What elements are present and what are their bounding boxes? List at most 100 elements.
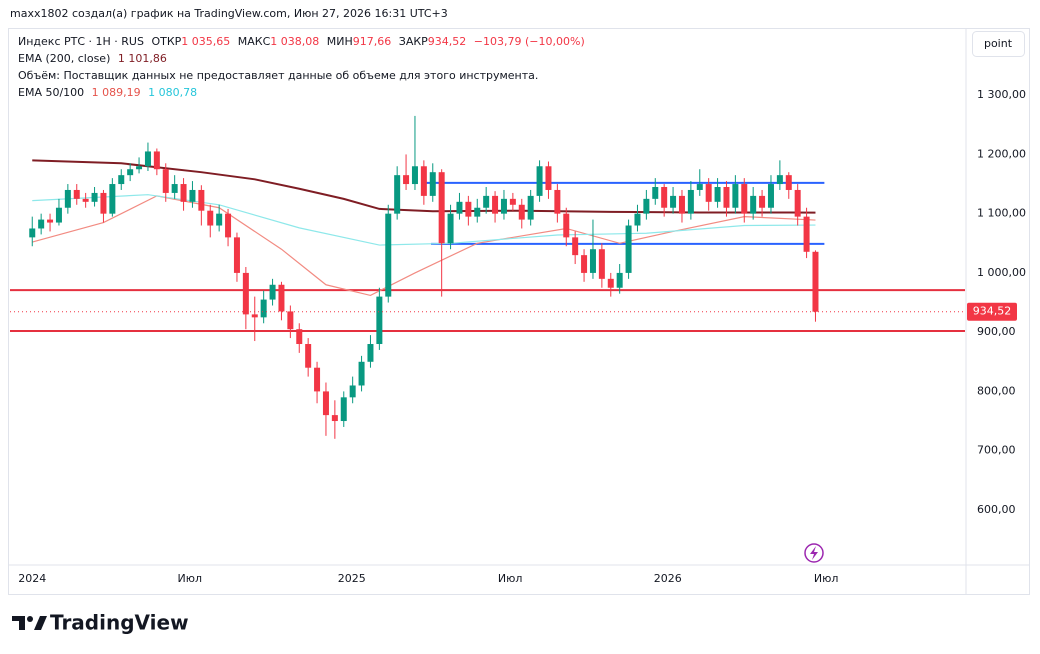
y-tick-label: 800,00: [977, 384, 1016, 397]
candle-body: [136, 166, 143, 170]
scale-button-label[interactable]: point: [984, 37, 1013, 50]
candle-body: [47, 219, 54, 223]
candle-body: [527, 195, 534, 220]
candle-body: [483, 195, 490, 208]
ohlc-value: 917,66: [353, 35, 392, 48]
candle-body: [652, 187, 659, 199]
candle-body: [73, 189, 80, 199]
candle-body: [767, 184, 774, 208]
candle-body: [82, 198, 89, 202]
candle-body: [367, 344, 374, 362]
x-tick-label: 2024: [18, 572, 46, 585]
ohlc-field: ОТКР: [151, 35, 181, 48]
candle-body: [411, 166, 418, 185]
candle-body: [492, 195, 499, 214]
candle-body: [438, 172, 445, 244]
alert-icon[interactable]: [804, 543, 824, 563]
candle-body: [563, 213, 570, 238]
legend-ema200: EMA (200, close) 1 101,86: [18, 52, 167, 65]
candle-body: [714, 187, 721, 202]
candle-body: [776, 175, 783, 185]
candle-body: [91, 192, 98, 202]
scale-button[interactable]: point: [972, 31, 1025, 57]
candle-body: [314, 367, 321, 392]
x-tick-label: Июл: [814, 572, 839, 585]
candle-body: [55, 207, 62, 223]
candle-body: [509, 198, 516, 205]
pane-border: [8, 28, 1030, 595]
candle-body: [127, 169, 134, 176]
candle-body: [456, 201, 463, 214]
candle-body: [287, 311, 294, 330]
indicator-value: 1 080,78: [148, 86, 197, 99]
candle-body: [678, 195, 685, 214]
candle-body: [331, 415, 338, 422]
brand-logo: TradingView: [12, 611, 189, 635]
alert-bolt[interactable]: [810, 546, 818, 560]
candle-body: [242, 272, 249, 315]
header: maxx1802 создал(а) график на TradingView…: [10, 7, 448, 20]
alert-circle[interactable]: [804, 543, 824, 563]
x-tick-label: Июл: [498, 572, 523, 585]
candle-body: [180, 184, 187, 202]
candle-body: [269, 284, 276, 300]
y-tick-label: 900,00: [977, 325, 1016, 338]
brand: TradingView: [50, 611, 189, 635]
candle-body: [545, 166, 552, 190]
volume-note: Объём: Поставщик данных не предоставляет…: [18, 69, 538, 82]
candle-body: [634, 213, 641, 226]
candle-body: [794, 189, 801, 217]
ohlc-value: 1 035,65: [181, 35, 230, 48]
last-price-box: [967, 302, 1017, 321]
ohlc-field: ЗАКР: [399, 35, 428, 48]
candle-body: [349, 385, 356, 398]
logo-dot: [27, 616, 33, 622]
candle-body: [189, 189, 196, 202]
y-tick-label: 1 000,00: [977, 266, 1026, 279]
candle-body: [661, 187, 668, 208]
x-tick-label: 2025: [338, 572, 366, 585]
candle-body: [536, 166, 543, 196]
candle-body: [465, 201, 472, 217]
candle-body: [225, 213, 232, 238]
candle-body: [118, 175, 125, 185]
candle-body: [447, 213, 454, 244]
candle-body: [696, 184, 703, 190]
ohlc-field: МИН: [327, 35, 353, 48]
candle-body: [162, 169, 169, 193]
candle-body: [233, 237, 240, 273]
candle-body: [198, 189, 205, 211]
y-tick-label: 700,00: [977, 444, 1016, 457]
candle-body: [732, 184, 739, 208]
candle-body: [759, 195, 766, 208]
candle-body: [207, 210, 214, 226]
candle-body: [322, 391, 329, 416]
candle-body: [385, 213, 392, 297]
change: −103,79 (−10,00%): [474, 35, 585, 48]
candle-body: [64, 189, 71, 208]
candle-body: [153, 151, 160, 170]
candle-body: [572, 237, 579, 256]
scale-button-box[interactable]: [972, 31, 1025, 57]
legend-ohlc: Индекс РТС · 1Н · RUS ОТКР1 035,65 МАКС1…: [18, 35, 585, 48]
candle-body: [518, 204, 525, 220]
candle-body: [723, 187, 730, 208]
candle-body: [394, 175, 401, 214]
candle-body: [670, 195, 677, 208]
candle-body: [589, 249, 596, 273]
y-tick-label: 1 200,00: [977, 147, 1026, 160]
candle-body: [687, 189, 694, 214]
candle-body: [100, 192, 107, 214]
candle-body: [109, 184, 116, 214]
logo-mark: [12, 616, 25, 630]
candle-body: [785, 175, 792, 190]
candle-body: [474, 207, 481, 217]
ohlc-field: МАКС: [238, 35, 271, 48]
last-price-label: 934,52: [973, 305, 1012, 318]
candle-body: [750, 195, 757, 214]
candle-body: [29, 228, 36, 238]
legend-ema50-100: EMA 50/100 1 089,19 1 080,78: [18, 86, 197, 99]
y-tick-label: 1 300,00: [977, 88, 1026, 101]
indicator-value: 1 089,19: [92, 86, 141, 99]
